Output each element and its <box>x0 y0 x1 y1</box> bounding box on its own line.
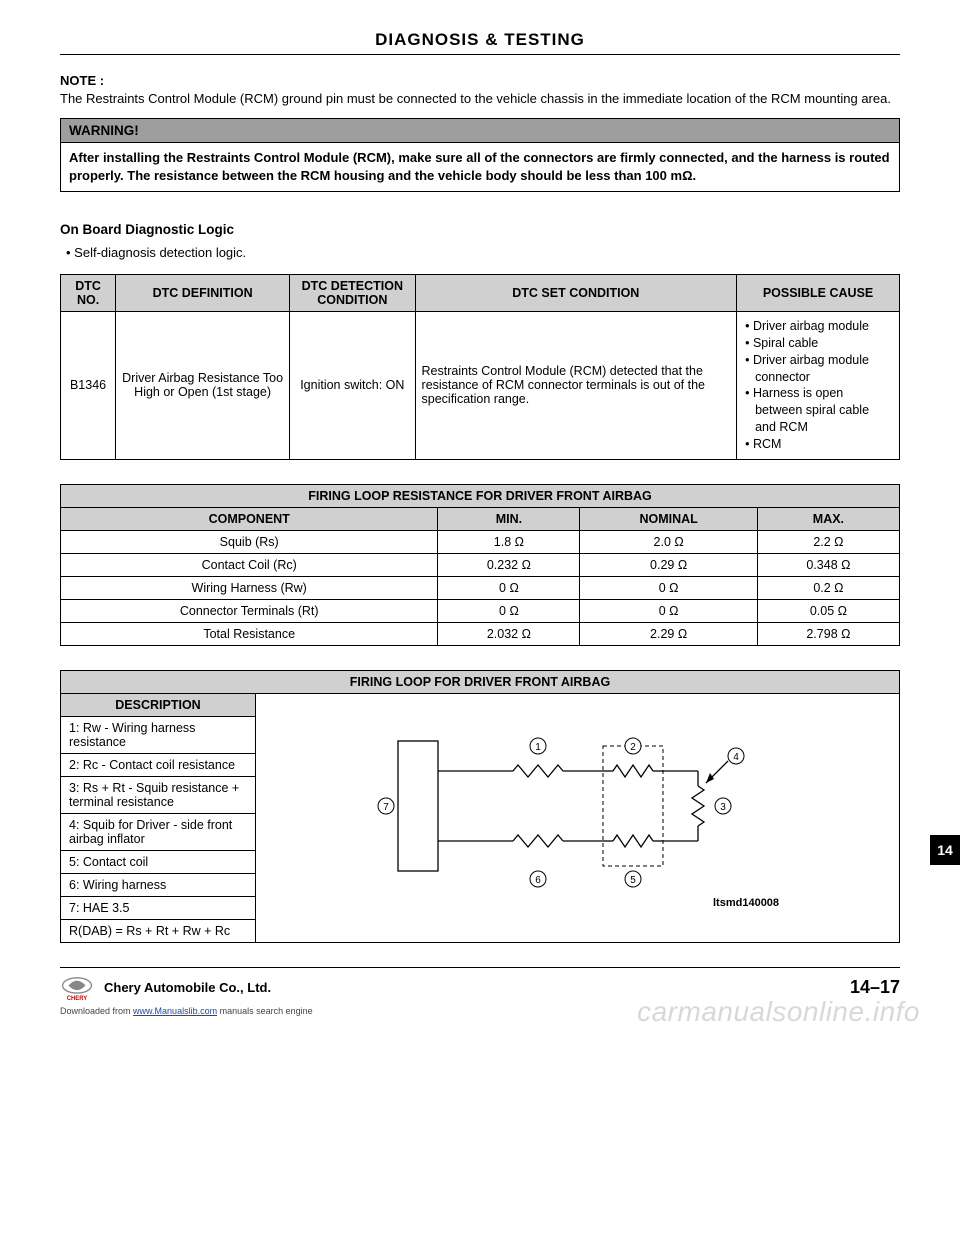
warning-body: After installing the Restraints Control … <box>61 143 899 191</box>
r23: 0.2 Ω <box>757 576 899 599</box>
dtc-row: B1346 Driver Airbag Resistance Too High … <box>61 311 900 459</box>
diag-label-1: 1 <box>535 742 541 753</box>
loop-title: FIRING LOOP FOR DRIVER FRONT AIRBAG <box>61 670 900 693</box>
cause-0: Driver airbag module <box>745 318 891 335</box>
table-row: Connector Terminals (Rt)0 Ω0 Ω0.05 Ω <box>61 599 900 622</box>
r03: 2.2 Ω <box>757 530 899 553</box>
manualslib-link[interactable]: www.Manualslib.com <box>133 1006 217 1016</box>
firing-loop-table: FIRING LOOP FOR DRIVER FRONT AIRBAG DESC… <box>60 670 900 943</box>
diag-label-5: 5 <box>630 875 636 886</box>
dtc-h2: DTC DETECTION CONDITION <box>290 274 415 311</box>
cause-2: Driver airbag module connector <box>745 352 891 386</box>
svg-text:CHERY: CHERY <box>67 996 88 1002</box>
note-text: The Restraints Control Module (RCM) grou… <box>60 90 900 108</box>
r02: 2.0 Ω <box>580 530 757 553</box>
r32: 0 Ω <box>580 599 757 622</box>
dtc-h3: DTC SET CONDITION <box>415 274 737 311</box>
dtc-set: Restraints Control Module (RCM) detected… <box>415 311 737 459</box>
rh2: NOMINAL <box>580 507 757 530</box>
cause-4: RCM <box>745 436 891 453</box>
table-row: Wiring Harness (Rw)0 Ω0 Ω0.2 Ω <box>61 576 900 599</box>
dl-pre: Downloaded from <box>60 1006 133 1016</box>
r43: 2.798 Ω <box>757 622 899 645</box>
dtc-table: DTC NO. DTC DEFINITION DTC DETECTION CON… <box>60 274 900 460</box>
r13: 0.348 Ω <box>757 553 899 576</box>
footer-page-number: 14–17 <box>850 977 900 998</box>
dtc-h0: DTC NO. <box>61 274 116 311</box>
d3: 4: Squib for Driver - side front airbag … <box>61 813 256 850</box>
warning-head: WARNING! <box>61 119 899 143</box>
d7: R(DAB) = Rs + Rt + Rw + Rc <box>61 919 256 942</box>
dtc-detect: Ignition switch: ON <box>290 311 415 459</box>
table-row: Total Resistance2.032 Ω2.29 Ω2.798 Ω <box>61 622 900 645</box>
header-rule <box>60 54 900 55</box>
diag-label-7: 7 <box>383 802 389 813</box>
note-label: NOTE : <box>60 73 900 88</box>
r41: 2.032 Ω <box>438 622 580 645</box>
r12: 0.29 Ω <box>580 553 757 576</box>
r30: Connector Terminals (Rt) <box>61 599 438 622</box>
rh0: COMPONENT <box>61 507 438 530</box>
obd-heading: On Board Diagnostic Logic <box>60 222 900 237</box>
d5: 6: Wiring harness <box>61 873 256 896</box>
r42: 2.29 Ω <box>580 622 757 645</box>
r10: Contact Coil (Rc) <box>61 553 438 576</box>
d0: 1: Rw - Wiring harness resistance <box>61 716 256 753</box>
r31: 0 Ω <box>438 599 580 622</box>
resist-title: FIRING LOOP RESISTANCE FOR DRIVER FRONT … <box>61 484 900 507</box>
diag-label-2: 2 <box>630 742 636 753</box>
r21: 0 Ω <box>438 576 580 599</box>
table-row: Contact Coil (Rc)0.232 Ω0.29 Ω0.348 Ω <box>61 553 900 576</box>
obd-bullet: Self-diagnosis detection logic. <box>60 245 900 260</box>
page-footer: CHERY Chery Automobile Co., Ltd. 14–17 <box>60 967 900 1002</box>
diag-label-4: 4 <box>733 752 739 763</box>
d4: 5: Contact coil <box>61 850 256 873</box>
cause-3: Harness is open between spiral cable and… <box>745 385 891 436</box>
r40: Total Resistance <box>61 622 438 645</box>
cause-1: Spiral cable <box>745 335 891 352</box>
warning-box: WARNING! After installing the Restraints… <box>60 118 900 192</box>
chery-logo-icon: CHERY <box>60 974 94 1002</box>
firing-loop-diagram: 1 2 3 4 5 6 7 ltsmd140008 <box>368 701 788 931</box>
dl-post: manuals search engine <box>217 1006 313 1016</box>
r01: 1.8 Ω <box>438 530 580 553</box>
dtc-causes: Driver airbag module Spiral cable Driver… <box>737 311 900 459</box>
dtc-h1: DTC DEFINITION <box>116 274 290 311</box>
d1: 2: Rc - Contact coil resistance <box>61 753 256 776</box>
rh3: MAX. <box>757 507 899 530</box>
r33: 0.05 Ω <box>757 599 899 622</box>
d6: 7: HAE 3.5 <box>61 896 256 919</box>
r20: Wiring Harness (Rw) <box>61 576 438 599</box>
page-header-title: DIAGNOSIS & TESTING <box>60 30 900 50</box>
loop-diagram-cell: 1 2 3 4 5 6 7 ltsmd140008 <box>256 693 900 942</box>
download-note: Downloaded from www.Manualslib.com manua… <box>60 1006 900 1016</box>
dtc-def: Driver Airbag Resistance Too High or Ope… <box>116 311 290 459</box>
rh1: MIN. <box>438 507 580 530</box>
diag-label-6: 6 <box>535 875 541 886</box>
footer-company: Chery Automobile Co., Ltd. <box>104 980 271 995</box>
r11: 0.232 Ω <box>438 553 580 576</box>
desc-head: DESCRIPTION <box>61 693 256 716</box>
dtc-h4: POSSIBLE CAUSE <box>737 274 900 311</box>
diagram-id: ltsmd140008 <box>713 897 779 909</box>
r22: 0 Ω <box>580 576 757 599</box>
d2: 3: Rs + Rt - Squib resistance + terminal… <box>61 776 256 813</box>
page-side-tab: 14 <box>930 835 960 865</box>
resistance-table: FIRING LOOP RESISTANCE FOR DRIVER FRONT … <box>60 484 900 646</box>
table-row: Squib (Rs)1.8 Ω2.0 Ω2.2 Ω <box>61 530 900 553</box>
diag-label-3: 3 <box>720 802 726 813</box>
r00: Squib (Rs) <box>61 530 438 553</box>
dtc-no: B1346 <box>61 311 116 459</box>
